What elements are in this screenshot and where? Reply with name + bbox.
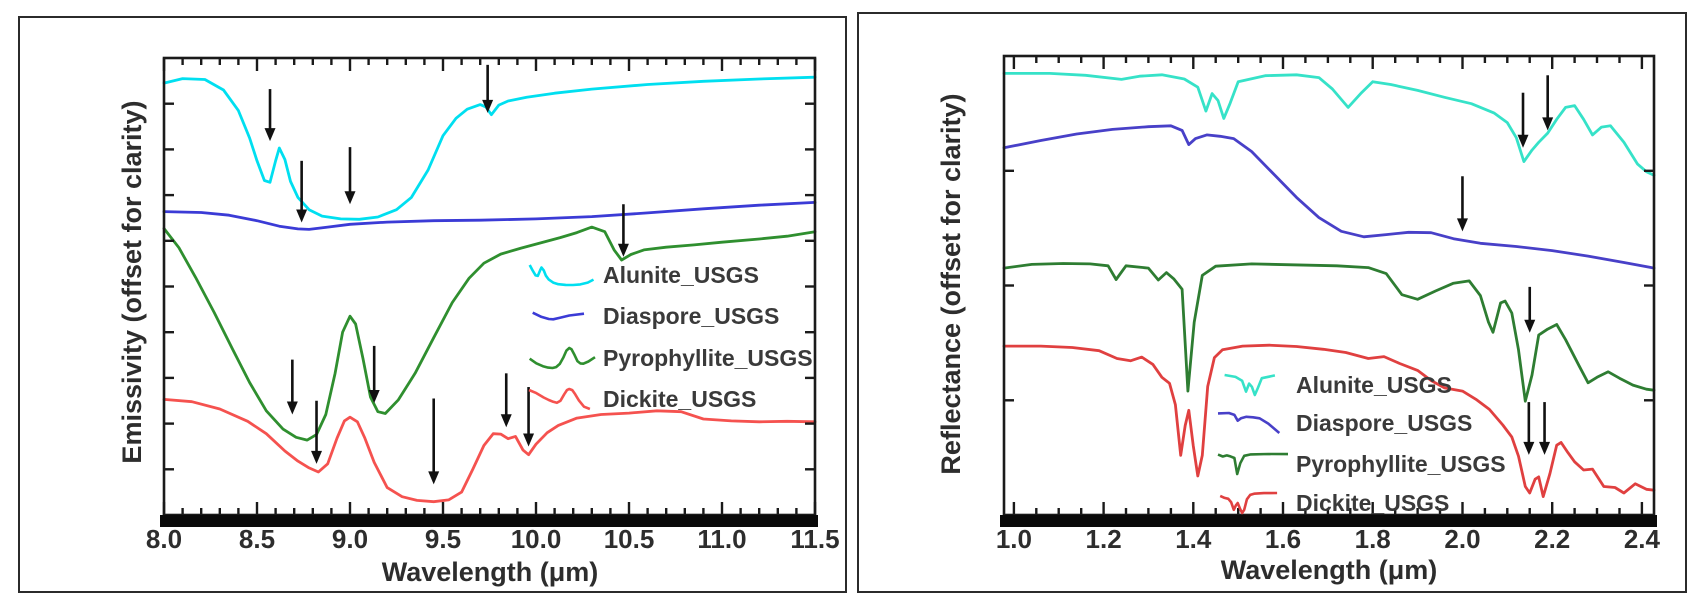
- alunite-curve: [162, 75, 817, 221]
- diaspore-curve: [1002, 124, 1656, 270]
- feature-arrow-head-icon: [286, 401, 298, 415]
- feature-arrow-head-icon: [1523, 441, 1535, 455]
- x-tick-label: 11.5: [790, 524, 839, 554]
- x-tick-label: 10.5: [604, 524, 655, 554]
- feature-arrow-head-icon: [1524, 319, 1536, 333]
- x-tick-label: 1.4: [1175, 524, 1212, 554]
- x-tick-label: 1.2: [1086, 524, 1122, 554]
- feature-arrow-head-icon: [482, 99, 494, 113]
- x-tick-label: 11.0: [697, 524, 746, 554]
- pyrophyllite-legend-swatch: [528, 346, 596, 370]
- dickite-legend-label: Dickite_USGS: [603, 386, 756, 412]
- alunite-legend-label: Alunite_USGS: [1296, 372, 1452, 398]
- emissivity-plot: 8.0 8.5 9.0 9.5 10.0 10.5 11.0 11.5 Alunite_USGS…: [146, 56, 840, 554]
- x-tick-label: 8.5: [239, 524, 275, 554]
- feature-arrow-head-icon: [296, 209, 308, 223]
- dickite-legend-swatch: [528, 387, 591, 411]
- feature-arrow-head-icon: [1517, 134, 1529, 148]
- x-axis-bar: [160, 515, 818, 527]
- pyrophyllite-curve: [1002, 262, 1656, 403]
- x-tick-label: 9.5: [425, 524, 461, 554]
- x-axis-bar: [1000, 515, 1657, 527]
- x-tick-label: 10.0: [511, 524, 562, 554]
- feature-arrow-head-icon: [368, 390, 380, 404]
- feature-arrow-head-icon: [617, 243, 629, 257]
- feature-arrow-head-icon: [264, 128, 276, 142]
- feature-arrow-head-icon: [1456, 218, 1468, 232]
- x-tick-label: 1.6: [1265, 524, 1301, 554]
- emissivity-panel: 8.0 8.5 9.0 9.5 10.0 10.5 11.0 11.5 Alunite_USGS…: [18, 16, 847, 593]
- dickite-legend-swatch: [1219, 491, 1278, 515]
- diaspore-legend-label: Diaspore_USGS: [603, 303, 779, 329]
- feature-arrow-head-icon: [1539, 441, 1551, 455]
- diaspore-legend-label: Diaspore_USGS: [1296, 410, 1472, 436]
- diaspore-curve: [162, 200, 817, 231]
- feature-arrow-head-icon: [428, 471, 440, 485]
- alunite-legend-swatch: [528, 264, 595, 287]
- feature-arrow-head-icon: [311, 450, 323, 464]
- x-tick-label: 1.0: [996, 524, 1032, 554]
- x-tick-label: 2.2: [1534, 524, 1570, 554]
- feature-arrow-head-icon: [523, 433, 535, 447]
- x-tick-label: 9.0: [332, 524, 368, 554]
- pyrophyllite-curve: [162, 225, 817, 442]
- feature-arrow-head-icon: [1542, 117, 1554, 131]
- pyrophyllite-legend-label: Pyrophyllite_USGS: [603, 345, 813, 371]
- alunite-curve: [1002, 72, 1656, 177]
- pyrophyllite-legend-swatch: [1217, 452, 1289, 476]
- x-tick-label: 2.4: [1624, 524, 1661, 554]
- alunite-legend-swatch: [1224, 373, 1276, 397]
- reflectance-panel: 1.0 1.2 1.4 1.6 1.8 2.0 2.2 2.4 Alunite_USGS Dias…: [857, 12, 1687, 593]
- x-tick-label: 1.8: [1355, 524, 1391, 554]
- alunite-legend-label: Alunite_USGS: [603, 262, 759, 288]
- diaspore-legend-swatch: [532, 311, 585, 321]
- feature-arrow-head-icon: [500, 414, 512, 428]
- feature-arrow-head-icon: [344, 191, 356, 205]
- diaspore-legend-swatch: [1217, 411, 1281, 434]
- pyrophyllite-legend-label: Pyrophyllite_USGS: [1296, 451, 1506, 477]
- dickite-legend-label: Dickite_USGS: [1296, 490, 1449, 516]
- dickite-curve: [162, 397, 817, 504]
- dickite-curve: [1002, 343, 1656, 499]
- reflectance-plot: 1.0 1.2 1.4 1.6 1.8 2.0 2.2 2.4 Alunite_USGS Dias…: [996, 54, 1661, 554]
- x-tick-label: 2.0: [1444, 524, 1480, 554]
- x-tick-label: 8.0: [146, 524, 182, 554]
